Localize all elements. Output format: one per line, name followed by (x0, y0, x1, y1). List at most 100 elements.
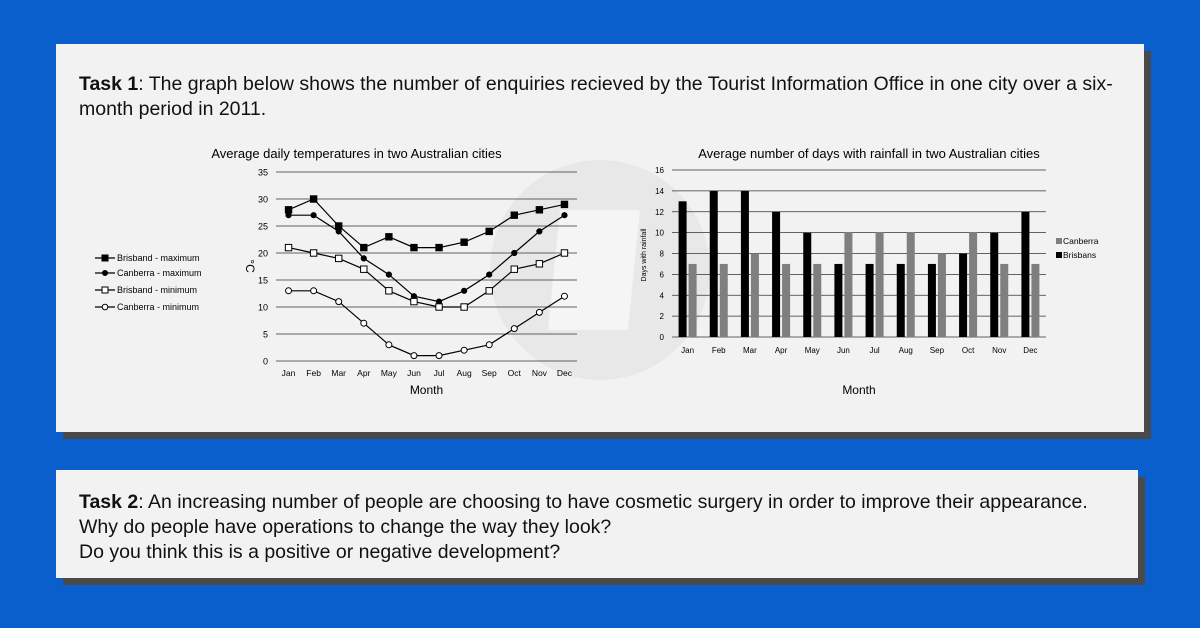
bar-brisbans (959, 253, 968, 337)
bar-chart-title: Average number of days with rainfall in … (698, 146, 1040, 161)
line-x-tick: Apr (357, 368, 370, 378)
bar-canberra (688, 263, 697, 337)
line-series (288, 214, 565, 303)
line-x-tick: Jul (434, 368, 445, 378)
legend-label: Brisband - minimum (117, 285, 197, 295)
bar-x-tick: Jul (869, 346, 879, 355)
bar-x-tick: Mar (743, 346, 757, 355)
bar-y-tick: 8 (660, 250, 665, 259)
legend-label-canberra: Canberra (1063, 236, 1099, 246)
legend-label: Canberra - minimum (117, 302, 199, 312)
line-x-tick: Oct (508, 368, 522, 378)
line-point (360, 265, 368, 273)
bar-x-tick: Apr (775, 346, 788, 355)
legend-marker (101, 286, 109, 294)
task2-label: Task 2 (79, 491, 139, 513)
line-x-tick: Feb (306, 368, 321, 378)
line-y-tick: 5 (263, 330, 268, 340)
line-x-label: Month (410, 383, 443, 397)
line-point (460, 303, 468, 311)
line-x-tick: Jun (407, 368, 421, 378)
line-point (285, 287, 293, 295)
task2-text: : An increasing number of people are cho… (79, 491, 1088, 538)
line-y-tick: 15 (258, 276, 268, 286)
line-point (435, 243, 443, 252)
line-point (510, 211, 518, 219)
line-y-tick: 25 (258, 222, 268, 232)
bar-x-tick: Sep (930, 346, 945, 355)
bar-canberra (875, 232, 884, 337)
task2-question: Do you think this is a positive or negat… (79, 541, 561, 563)
line-point (461, 287, 468, 294)
line-point (460, 346, 468, 354)
bar-brisbans (1021, 211, 1030, 337)
line-point (284, 243, 293, 252)
line-point (385, 341, 393, 349)
legend-marker (102, 270, 108, 276)
line-point (485, 287, 493, 295)
bar-x-tick: Feb (712, 346, 726, 355)
bar-y-tick: 6 (660, 270, 665, 279)
line-point (385, 271, 392, 278)
line-point (535, 206, 544, 214)
bar-x-label: Month (842, 383, 875, 397)
bar-canberra (906, 232, 915, 337)
legend-marker (101, 303, 109, 311)
bar-y-label: Days with rainfall (641, 228, 648, 281)
bar-y-tick: 14 (655, 187, 664, 196)
legend-label-brisbans: Brisbans (1063, 250, 1096, 260)
bar-y-tick: 2 (660, 312, 665, 321)
line-point (560, 249, 569, 257)
line-point (486, 271, 493, 278)
legend-swatch-canberra (1056, 238, 1062, 244)
line-y-tick: 10 (258, 303, 268, 313)
line-point (335, 254, 343, 263)
line-x-tick: Aug (457, 368, 472, 378)
line-point (360, 255, 367, 262)
bar-x-tick: May (805, 346, 820, 355)
bar-x-tick: Oct (962, 346, 975, 355)
bar-brisbans (803, 232, 812, 337)
legend-marker (101, 254, 109, 262)
bar-brisbans (709, 190, 718, 337)
bar-brisbans (678, 201, 687, 337)
line-y-tick: 30 (258, 195, 268, 205)
task1-label: Task 1 (79, 73, 139, 95)
line-x-tick: May (381, 368, 398, 378)
line-chart-title: Average daily temperatures in two Austra… (211, 146, 502, 161)
line-point (535, 260, 544, 268)
line-point (335, 298, 343, 306)
line-point (360, 243, 368, 252)
task2-card: Task 2: An increasing number of people a… (56, 470, 1138, 578)
line-point (485, 341, 493, 349)
watermark-icon-mark (548, 210, 640, 330)
bar-y-tick: 10 (655, 229, 664, 238)
line-point (385, 233, 393, 241)
task1-text: : The graph below shows the number of en… (79, 73, 1113, 120)
bar-x-tick: Dec (1023, 346, 1037, 355)
legend-label: Brisband - maximum (117, 253, 200, 263)
bar-canberra (1000, 263, 1009, 337)
line-point (410, 297, 418, 306)
bar-brisbans (740, 190, 749, 337)
line-point (335, 222, 343, 230)
line-x-tick: Dec (557, 368, 573, 378)
line-point (536, 228, 543, 235)
legend-swatch-brisbans (1056, 252, 1062, 258)
bar-y-tick: 12 (655, 208, 664, 217)
line-point (435, 303, 443, 311)
line-series (288, 198, 565, 249)
line-point (335, 228, 342, 235)
task2-prompt: Task 2: An increasing number of people a… (79, 490, 1129, 565)
task1-prompt: Task 1: The graph below shows the number… (79, 72, 1129, 122)
bar-canberra (813, 263, 822, 337)
bar-canberra (782, 263, 791, 337)
line-point (309, 195, 318, 203)
line-point (435, 352, 443, 360)
line-x-tick: Nov (532, 368, 548, 378)
bar-y-tick: 0 (660, 333, 665, 342)
line-point (385, 287, 393, 295)
bar-canberra (1031, 263, 1040, 337)
bar-x-tick: Jun (837, 346, 850, 355)
